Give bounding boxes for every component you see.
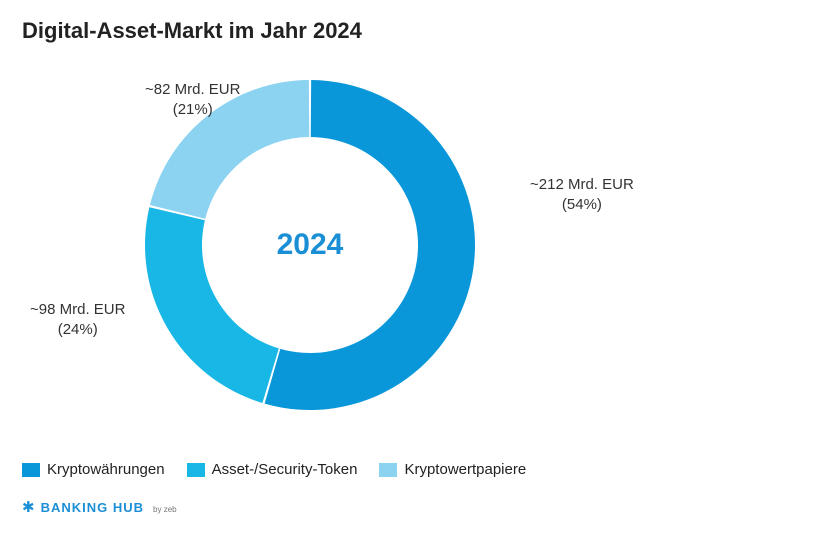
slice-label-line2: (24%) [30,320,125,340]
legend-swatch [379,463,397,477]
legend-label: Kryptowährungen [47,461,165,478]
slice-label-line1: ~82 Mrd. EUR [145,80,240,100]
slice-label-asset-security-token: ~98 Mrd. EUR (24%) [30,300,125,341]
brand-main: BANKING HUB [41,500,144,515]
legend-label: Kryptowertpapiere [404,461,526,478]
legend-item-asset-security-token: Asset-/Security-Token [187,461,358,478]
slice-label-line1: ~98 Mrd. EUR [30,300,125,320]
page: Digital-Asset-Markt im Jahr 2024 2024 ~2… [0,0,825,533]
legend-item-krypto: Kryptowährungen [22,461,165,478]
legend-swatch [187,463,205,477]
brand: ✱ BANKING HUB by zeb [22,500,177,515]
slice-label-line2: (21%) [145,100,240,120]
donut-slice-asset_security_token [145,207,279,403]
legend-swatch [22,463,40,477]
legend: Kryptowährungen Asset-/Security-Token Kr… [22,461,526,478]
legend-item-kryptowertpapiere: Kryptowertpapiere [379,461,526,478]
brand-icon: ✱ [22,500,35,515]
slice-label-krypto: ~212 Mrd. EUR (54%) [530,175,634,216]
brand-sub: by zeb [153,505,177,514]
slice-label-line2: (54%) [530,195,634,215]
slice-label-kryptowertpapiere: ~82 Mrd. EUR (21%) [145,80,240,121]
legend-label: Asset-/Security-Token [212,461,358,478]
slice-label-line1: ~212 Mrd. EUR [530,175,634,195]
page-title: Digital-Asset-Markt im Jahr 2024 [22,18,362,44]
